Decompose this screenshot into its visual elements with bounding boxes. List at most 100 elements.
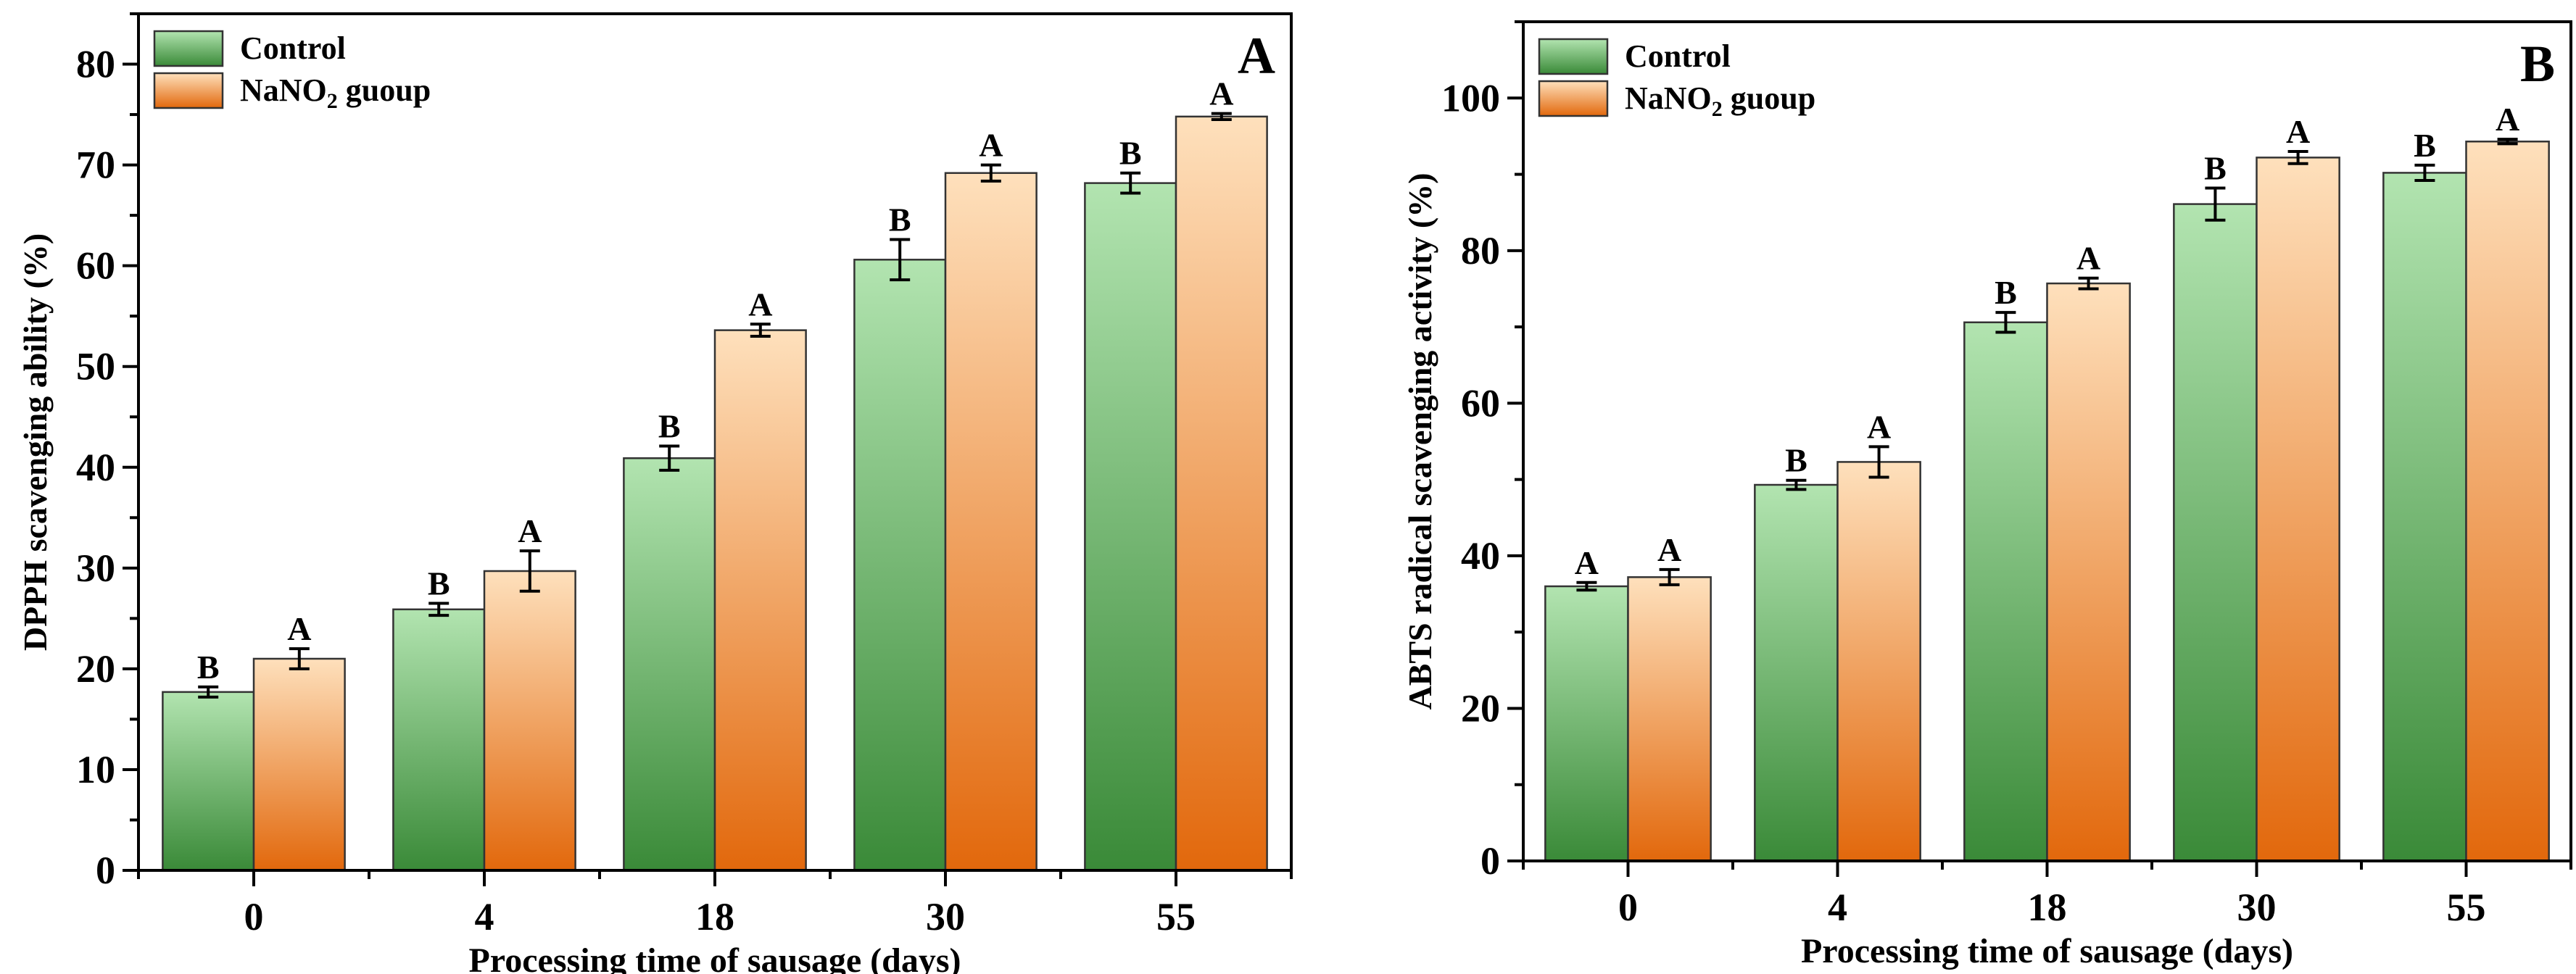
y-tick-label: 40 bbox=[76, 446, 115, 489]
x-tick-label: 30 bbox=[926, 895, 965, 938]
error-bar bbox=[1576, 580, 1597, 592]
significance-letter: B bbox=[2204, 149, 2227, 186]
x-tick-label: 55 bbox=[2447, 886, 2486, 929]
y-tick-label: 100 bbox=[1441, 76, 1500, 120]
legend-label-part: guoup bbox=[338, 72, 431, 108]
significance-letter: A bbox=[1657, 531, 1681, 568]
y-tick-label: 20 bbox=[1461, 686, 1500, 730]
legend-swatch-nano2 bbox=[1538, 80, 1609, 117]
x-tick-label: 0 bbox=[244, 895, 264, 938]
y-tick-label: 50 bbox=[76, 345, 115, 388]
significance-letter: A bbox=[287, 610, 311, 647]
significance-letter: A bbox=[979, 127, 1003, 164]
error-bar bbox=[198, 685, 219, 699]
legend-label-part: NaNO bbox=[240, 72, 327, 108]
error-bar bbox=[2078, 276, 2099, 291]
significance-letter: B bbox=[889, 201, 911, 238]
x-tick-label: 18 bbox=[2028, 886, 2067, 929]
legend-label-control: Control bbox=[1625, 38, 1731, 74]
y-tick-label: 70 bbox=[76, 143, 115, 187]
error-bar bbox=[519, 549, 540, 593]
bar-nano2-30 bbox=[944, 172, 1038, 872]
significance-letter: B bbox=[1119, 135, 1142, 172]
bar-nano2-30 bbox=[2256, 157, 2340, 862]
panel-label: A bbox=[1238, 27, 1275, 85]
bar-control-30 bbox=[853, 259, 947, 872]
y-axis-title: ABTS radical scavenging activity (%) bbox=[1401, 172, 1438, 709]
error-bar bbox=[980, 163, 1001, 183]
significance-letter: A bbox=[2496, 101, 2519, 138]
legend-label-nano2: NaNO2 guoup bbox=[240, 72, 431, 113]
error-bar bbox=[2414, 163, 2435, 182]
legend-swatch-control bbox=[153, 30, 224, 67]
significance-letter: A bbox=[1575, 544, 1599, 581]
bar-control-0 bbox=[162, 691, 255, 872]
panel-label: B bbox=[2520, 35, 2555, 93]
legend-label-subscript: 2 bbox=[327, 89, 338, 113]
legend-swatch-control bbox=[1538, 38, 1609, 75]
legend-label-control: Control bbox=[240, 30, 346, 66]
bar-nano2-55 bbox=[1175, 115, 1268, 872]
bar-control-0 bbox=[1544, 585, 1629, 862]
y-tick-label: 10 bbox=[76, 748, 115, 791]
significance-letter: B bbox=[1995, 274, 2017, 311]
significance-letter: A bbox=[2076, 240, 2100, 277]
significance-letter: A bbox=[1867, 408, 1891, 445]
error-bar bbox=[890, 238, 911, 282]
y-tick-label: 20 bbox=[76, 647, 115, 691]
bar-nano2-18 bbox=[2046, 282, 2131, 862]
y-tick-label: 80 bbox=[1461, 229, 1500, 272]
error-bar bbox=[1659, 567, 1680, 586]
bar-nano2-4 bbox=[483, 570, 576, 872]
x-tick-label: 4 bbox=[475, 895, 494, 938]
error-bar bbox=[289, 647, 310, 670]
significance-letter: B bbox=[428, 565, 450, 602]
bar-control-55 bbox=[1084, 182, 1177, 872]
legend-label-part: guoup bbox=[1723, 80, 1815, 116]
error-bar bbox=[750, 322, 771, 338]
significance-letter: A bbox=[518, 512, 542, 549]
y-axis-title: DPPH scavenging ability (%) bbox=[17, 233, 54, 651]
error-bar bbox=[2287, 149, 2308, 165]
x-axis-title: Processing time of sausage (days) bbox=[468, 941, 961, 974]
y-tick-label: 40 bbox=[1461, 534, 1500, 578]
x-tick-label: 18 bbox=[695, 895, 734, 938]
error-bar bbox=[428, 602, 450, 617]
y-tick-label: 60 bbox=[76, 244, 115, 288]
bar-control-18 bbox=[623, 457, 716, 872]
error-bar bbox=[1786, 478, 1807, 491]
y-tick-label: 0 bbox=[96, 849, 115, 892]
significance-letter: B bbox=[2414, 127, 2436, 164]
y-tick-label: 80 bbox=[76, 43, 115, 86]
x-tick-label: 0 bbox=[1618, 886, 1638, 929]
x-tick-label: 30 bbox=[2237, 886, 2277, 929]
x-tick-label: 4 bbox=[1828, 886, 1847, 929]
legend-swatch-nano2 bbox=[153, 72, 224, 109]
significance-letter: A bbox=[2286, 113, 2310, 150]
legend-label-part: NaNO bbox=[1625, 80, 1712, 116]
significance-letter: B bbox=[658, 408, 681, 445]
bar-control-30 bbox=[2173, 203, 2258, 862]
bar-control-4 bbox=[1754, 483, 1839, 862]
x-tick-label: 55 bbox=[1156, 895, 1196, 938]
y-tick-label: 30 bbox=[76, 546, 115, 590]
significance-letter: A bbox=[748, 286, 772, 322]
legend-label-nano2: NaNO2 guoup bbox=[1625, 80, 1815, 121]
bar-nano2-0 bbox=[1627, 576, 1712, 862]
error-bar bbox=[2497, 138, 2518, 146]
legend-label-subscript: 2 bbox=[1712, 97, 1723, 121]
x-axis-title: Processing time of sausage (days) bbox=[1801, 932, 2293, 970]
error-bar bbox=[659, 444, 680, 472]
error-bar bbox=[1868, 445, 1889, 479]
bar-nano2-0 bbox=[252, 657, 346, 872]
bar-control-18 bbox=[1963, 321, 2048, 862]
error-bar bbox=[2205, 186, 2226, 222]
error-bar bbox=[1211, 112, 1232, 122]
significance-letter: B bbox=[197, 649, 220, 686]
bar-nano2-4 bbox=[1836, 461, 1921, 862]
y-tick-label: 60 bbox=[1461, 381, 1500, 425]
significance-letter: A bbox=[1209, 75, 1233, 112]
